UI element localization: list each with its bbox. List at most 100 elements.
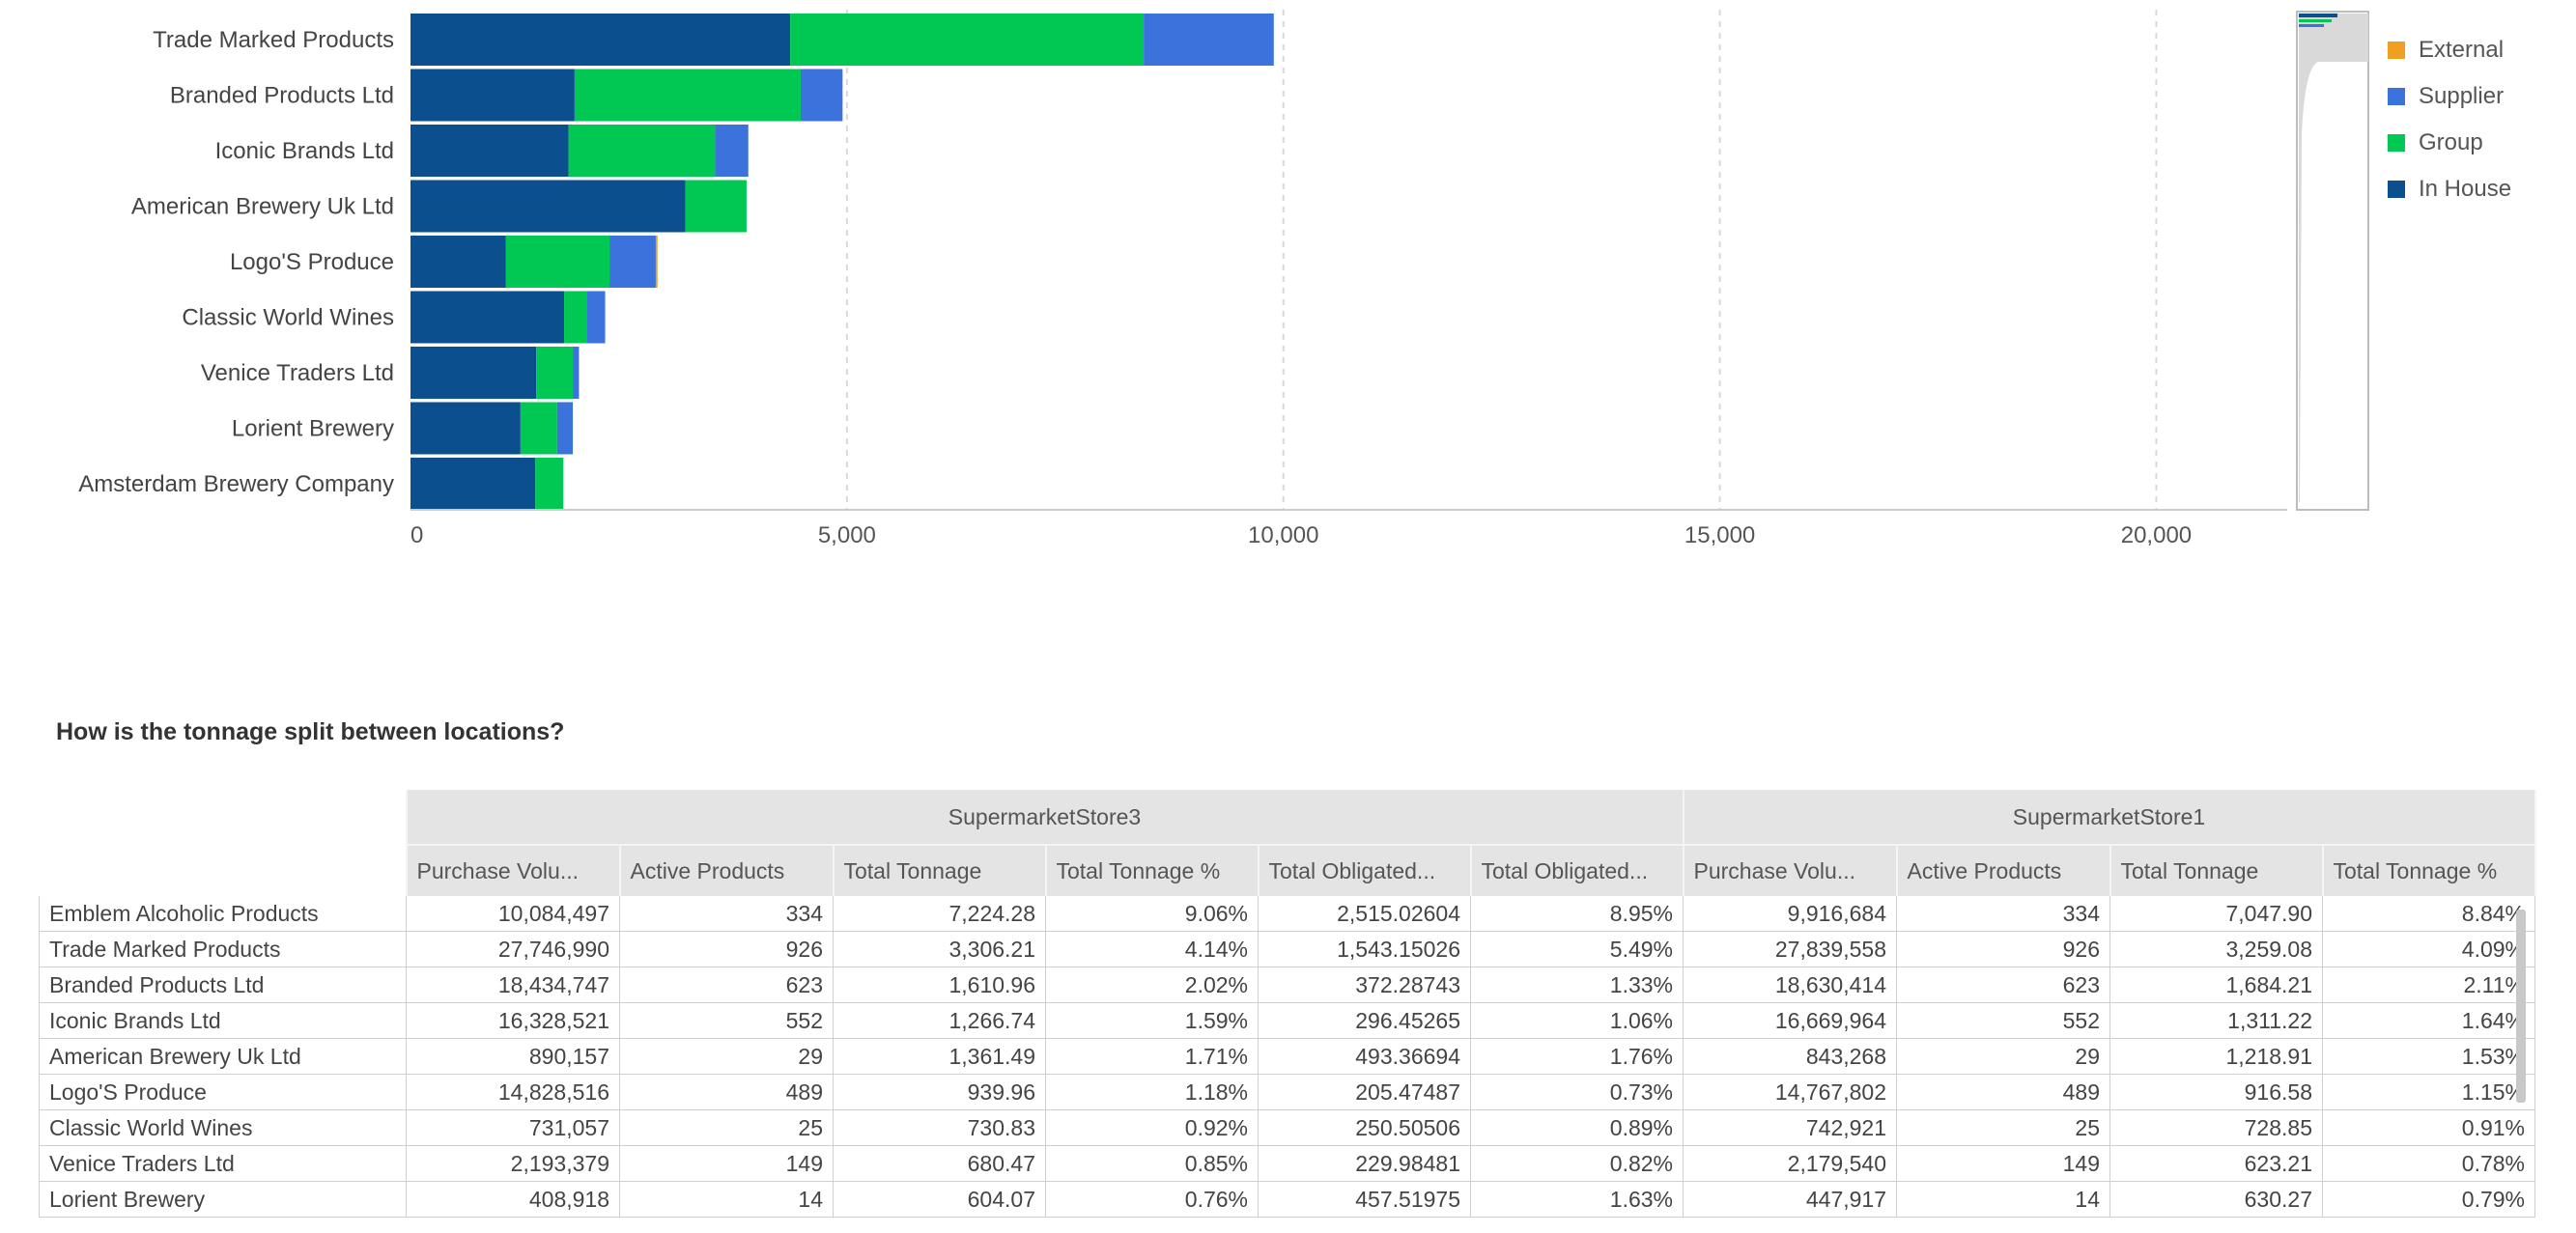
row-label: American Brewery Uk Ltd — [39, 1038, 407, 1075]
table-cell: 7,224.28 — [833, 896, 1046, 932]
category-label: Classic World Wines — [182, 305, 394, 331]
table-cell: 14,767,802 — [1683, 1074, 1897, 1110]
table-cell: 2.11% — [2322, 967, 2535, 1003]
table-cell: 29 — [619, 1038, 834, 1075]
table-cell: 7,047.90 — [2109, 896, 2323, 932]
table-cell: 1,684.21 — [2109, 967, 2323, 1003]
bar-segment — [410, 180, 686, 233]
column-header[interactable]: Total Tonnage — [2109, 845, 2324, 896]
table-row[interactable]: Lorient Brewery 408,918 14 604.07 0.76% 457.5… — [39, 1181, 2535, 1218]
table-cell: 493.36694 — [1258, 1038, 1471, 1075]
table-cell: 14 — [1896, 1181, 2110, 1218]
table-cell: 0.89% — [1470, 1109, 1684, 1146]
column-header[interactable]: Purchase Volu... — [406, 845, 621, 896]
legend-item[interactable]: In House — [2388, 166, 2511, 212]
bar-segment — [800, 69, 843, 122]
bar-segment — [410, 458, 536, 510]
location-tonnage-table: SupermarketStore3 SupermarketStore1 Purcha… — [39, 790, 2536, 1218]
table-row[interactable]: Venice Traders Ltd 2,193,379 149 680.47 0.85… — [39, 1145, 2535, 1182]
table-cell: 0.79% — [2322, 1181, 2535, 1218]
bar-segment — [410, 236, 506, 288]
table-cell: 1.76% — [1470, 1038, 1684, 1075]
table-row[interactable]: Logo'S Produce 14,828,516 489 939.96 1.18% 20… — [39, 1074, 2535, 1110]
overview-mark — [2299, 24, 2324, 27]
row-label: Venice Traders Ltd — [39, 1145, 407, 1182]
row-label: Trade Marked Products — [39, 931, 407, 967]
bar-segment — [609, 236, 656, 288]
column-group-header[interactable]: SupermarketStore3 — [406, 790, 1684, 846]
table-cell: 1.18% — [1045, 1074, 1259, 1110]
table-cell: 18,630,414 — [1683, 967, 1897, 1003]
table-cell: 1.15% — [2322, 1074, 2535, 1110]
column-header[interactable]: Purchase Volu... — [1683, 845, 1898, 896]
table-row[interactable]: Emblem Alcoholic Products 10,084,497 334 7,… — [39, 896, 2535, 932]
column-header[interactable]: Total Tonnage % — [2322, 845, 2536, 896]
bar-segment — [410, 291, 565, 344]
x-tick-label: 0 — [410, 522, 423, 548]
table-cell: 1.63% — [1470, 1181, 1684, 1218]
category-label: Amsterdam Brewery Company — [78, 471, 394, 497]
table-cell: 728.85 — [2109, 1109, 2323, 1146]
table-cell: 149 — [619, 1145, 834, 1182]
table-cell: 408,918 — [406, 1181, 620, 1218]
column-header[interactable]: Active Products — [1896, 845, 2111, 896]
table-cell: 18,434,747 — [406, 967, 620, 1003]
table-cell: 1.71% — [1045, 1038, 1259, 1075]
table-row[interactable]: Iconic Brands Ltd 16,328,521 552 1,266.74 1.… — [39, 1002, 2535, 1039]
table-cell: 730.83 — [833, 1109, 1046, 1146]
table-cell: 916.58 — [2109, 1074, 2323, 1110]
table-cell: 2,515.02604 — [1258, 896, 1471, 932]
table-row[interactable]: Trade Marked Products 27,746,990 926 3,306.… — [39, 931, 2535, 967]
table-cell: 843,268 — [1683, 1038, 1897, 1075]
table-cell: 4.09% — [2322, 931, 2535, 967]
column-header[interactable]: Total Tonnage % — [1045, 845, 1260, 896]
legend-swatch — [2388, 134, 2405, 152]
column-header[interactable]: Active Products — [619, 845, 835, 896]
table-cell: 250.50506 — [1258, 1109, 1471, 1146]
bar-segment — [790, 14, 1145, 66]
table-cell: 0.92% — [1045, 1109, 1259, 1146]
table-cell: 4.14% — [1045, 931, 1259, 967]
corner-cell — [39, 790, 408, 896]
legend-item[interactable]: Group — [2388, 120, 2511, 166]
table-cell: 1.64% — [2322, 1002, 2535, 1039]
table-cell: 16,669,964 — [1683, 1002, 1897, 1039]
stacked-bar-chart: Trade Marked Products Branded Products Lt… — [78, 10, 2369, 548]
bar-segment — [410, 347, 537, 399]
row-label: Logo'S Produce — [39, 1074, 407, 1110]
table-scrollbar[interactable] — [2516, 910, 2526, 1103]
bar-segment — [410, 402, 521, 455]
table-cell: 372.28743 — [1258, 967, 1471, 1003]
table-cell: 3,259.08 — [2109, 931, 2323, 967]
table-cell: 0.76% — [1045, 1181, 1259, 1218]
column-header[interactable]: Total Obligated... — [1470, 845, 1684, 896]
bar-segment — [685, 180, 747, 233]
table-cell: 334 — [1896, 896, 2110, 932]
bar-segment — [573, 347, 580, 399]
table-cell: 623 — [1896, 967, 2110, 1003]
category-label: Branded Products Ltd — [170, 83, 394, 109]
table-cell: 1.59% — [1045, 1002, 1259, 1039]
table-cell: 0.91% — [2322, 1109, 2535, 1146]
table-cell: 1,610.96 — [833, 967, 1046, 1003]
legend-label: Group — [2419, 129, 2483, 155]
legend-item[interactable]: External — [2388, 27, 2511, 73]
overview-selection — [2299, 14, 2368, 502]
column-header[interactable]: Total Tonnage — [833, 845, 1047, 896]
table-cell: 926 — [619, 931, 834, 967]
table-cell: 229.98481 — [1258, 1145, 1471, 1182]
legend-item[interactable]: Supplier — [2388, 73, 2511, 120]
table-row[interactable]: Branded Products Ltd 18,434,747 623 1,610.9… — [39, 967, 2535, 1003]
table-row[interactable]: American Brewery Uk Ltd 890,157 29 1,361.49… — [39, 1038, 2535, 1075]
table-cell: 489 — [1896, 1074, 2110, 1110]
section-title: How is the tonnage split between locatio… — [56, 718, 565, 745]
column-group-header[interactable]: SupermarketStore1 — [1683, 790, 2536, 846]
row-label: Classic World Wines — [39, 1109, 407, 1146]
table-cell: 552 — [1896, 1002, 2110, 1039]
column-header[interactable]: Total Obligated... — [1258, 845, 1472, 896]
table-cell: 939.96 — [833, 1074, 1046, 1110]
table-cell: 1.33% — [1470, 967, 1684, 1003]
table-cell: 8.84% — [2322, 896, 2535, 932]
table-cell: 604.07 — [833, 1181, 1046, 1218]
table-row[interactable]: Classic World Wines 731,057 25 730.83 0.92% 2… — [39, 1109, 2535, 1146]
